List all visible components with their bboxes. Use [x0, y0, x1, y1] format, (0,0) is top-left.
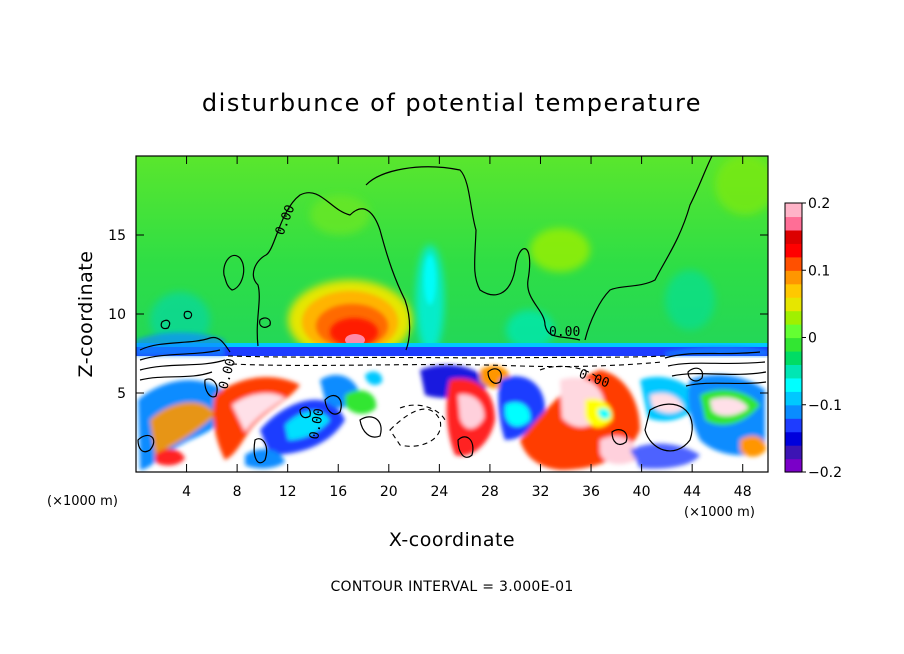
- x-tick-label: 24: [430, 484, 448, 500]
- colorbar-swatch: [785, 391, 802, 406]
- y-tick-label: 15: [108, 228, 126, 244]
- y-tick-label: 10: [108, 307, 126, 323]
- chart-title: disturbunce of potential temperature: [202, 89, 702, 117]
- y-unit-label: (×1000 m): [684, 505, 755, 520]
- colorbar: [785, 203, 802, 473]
- contour-interval-text: CONTOUR INTERVAL = 3.000E-01: [330, 579, 573, 595]
- colorbar-swatch: [785, 203, 802, 218]
- x-unit-label: (×1000 m): [47, 494, 118, 509]
- x-tick-label: 4: [182, 484, 191, 500]
- y-tick-label: 5: [117, 386, 126, 402]
- x-tick-label: 20: [380, 484, 398, 500]
- x-tick-label: 40: [633, 484, 651, 500]
- y-axis-label: Z-coordinate: [75, 251, 97, 378]
- contour-label: 0.00: [549, 325, 580, 340]
- colorbar-swatch: [785, 243, 802, 258]
- colorbar-tick-label: 0: [808, 331, 817, 347]
- colorbar-swatch: [785, 445, 802, 460]
- colorbar-tick-label: −0.1: [808, 398, 842, 414]
- colorbar-swatch: [785, 364, 802, 379]
- x-tick-label: 44: [683, 484, 701, 500]
- colorbar-swatch: [785, 350, 802, 365]
- colorbar-swatch: [785, 431, 802, 446]
- colorbar-swatch: [785, 404, 802, 419]
- colorbar-tick-label: 0.2: [808, 196, 830, 212]
- contour-label: 0.00: [307, 407, 327, 440]
- colorbar-tick-label: 0.1: [808, 263, 830, 279]
- x-tick-label: 36: [582, 484, 600, 500]
- colorbar-swatch: [785, 229, 802, 244]
- colorbar-swatch: [785, 458, 802, 473]
- x-tick-label: 12: [279, 484, 297, 500]
- y-axis: 5 10 15: [108, 228, 768, 402]
- colorbar-swatch: [785, 324, 802, 339]
- colorbar-swatch: [785, 270, 802, 285]
- x-tick-label: 32: [532, 484, 550, 500]
- colorbar-ticks: −0.2 −0.1 0 0.1 0.2: [802, 196, 842, 481]
- x-tick-label: 16: [329, 484, 347, 500]
- x-tick-label: 28: [481, 484, 499, 500]
- negative-contours: [227, 355, 666, 447]
- colorbar-tick-label: −0.2: [808, 465, 842, 481]
- colorbar-swatch: [785, 377, 802, 392]
- x-tick-label: 48: [734, 484, 752, 500]
- colorbar-swatch: [785, 297, 802, 312]
- colorbar-swatch: [785, 337, 802, 352]
- x-tick-label: 8: [233, 484, 242, 500]
- colorbar-swatch: [785, 418, 802, 433]
- x-axis: 4 8 12 16 20 24 28 32 36 40 44 48: [182, 156, 752, 500]
- colorbar-swatch: [785, 283, 802, 298]
- heatmap-field: [136, 156, 768, 472]
- x-axis-label: X-coordinate: [389, 529, 515, 551]
- contour-lines: [137, 156, 767, 464]
- colorbar-swatch: [785, 310, 802, 325]
- colorbar-swatch: [785, 256, 802, 271]
- colorbar-swatch: [785, 216, 802, 231]
